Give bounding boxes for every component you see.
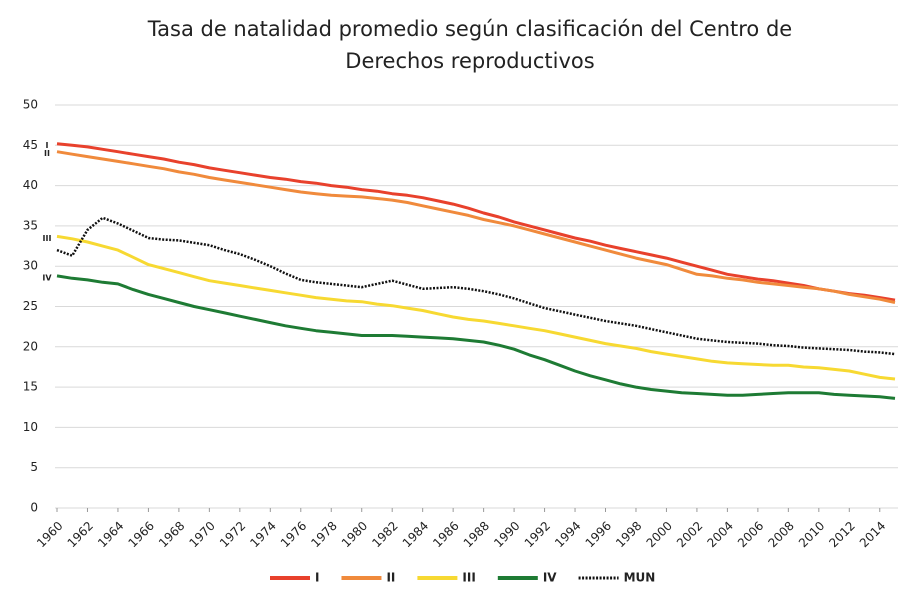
- x-tick-label: 1960: [34, 519, 65, 550]
- x-tick-label: 1966: [126, 519, 157, 550]
- y-tick-label: 35: [23, 218, 38, 232]
- legend-label: I: [315, 571, 319, 585]
- series-line: [56, 216, 896, 356]
- y-tick-label: 15: [23, 380, 38, 394]
- x-tick-label: 1970: [186, 519, 217, 550]
- y-tick-label: 30: [23, 259, 38, 273]
- x-tick-label: 1968: [156, 519, 187, 550]
- x-tick-label: 1982: [369, 519, 400, 550]
- x-tick-label: 1990: [491, 519, 522, 550]
- x-tick-label: 2006: [735, 519, 766, 550]
- x-tick-label: 2002: [674, 519, 705, 550]
- x-tick-label: 1986: [430, 519, 461, 550]
- annotation: I: [46, 141, 49, 150]
- x-tick-label: 1988: [461, 519, 492, 550]
- x-tick-label: 1976: [278, 519, 309, 550]
- x-tick-label: 2000: [644, 519, 675, 550]
- y-tick-label: 10: [23, 420, 38, 434]
- annotation: II: [44, 149, 50, 158]
- x-tick-label: 1992: [522, 519, 553, 550]
- legend-label: MUN: [624, 571, 656, 585]
- x-tick-label: 1980: [339, 519, 370, 550]
- x-tick-label: 1978: [308, 519, 339, 550]
- series-line: [56, 150, 896, 304]
- x-tick-label: 1984: [400, 519, 431, 550]
- x-tick-label: 1998: [613, 519, 644, 550]
- x-tick-label: 1994: [552, 519, 583, 550]
- y-tick-label: 20: [23, 339, 38, 353]
- x-tick-label: 2012: [826, 519, 857, 550]
- annotation: III: [43, 234, 52, 243]
- chart-title: Derechos reproductivos: [345, 49, 594, 73]
- y-tick-label: 45: [23, 138, 38, 152]
- x-tick-label: 1964: [95, 519, 126, 550]
- y-tick-label: 25: [23, 299, 38, 313]
- y-tick-label: 0: [30, 501, 38, 515]
- series-line: [56, 234, 896, 381]
- x-tick-label: 1962: [65, 519, 96, 550]
- annotation: IV: [42, 273, 52, 282]
- x-tick-label: 2004: [704, 519, 735, 550]
- y-tick-label: 5: [30, 460, 38, 474]
- chart-title: Tasa de natalidad promedio según clasifi…: [147, 17, 792, 41]
- x-tick-label: 2014: [857, 519, 888, 550]
- y-tick-label: 50: [23, 98, 38, 112]
- legend-label: III: [462, 571, 475, 585]
- x-tick-label: 1996: [583, 519, 614, 550]
- legend-label: IV: [543, 571, 557, 585]
- x-tick-label: 2008: [765, 519, 796, 550]
- y-tick-label: 40: [23, 178, 38, 192]
- legend-label: II: [386, 571, 395, 585]
- series-line: [56, 274, 896, 400]
- x-tick-label: 1974: [247, 519, 278, 550]
- series-line: [56, 142, 896, 302]
- x-tick-label: 1972: [217, 519, 248, 550]
- x-tick-label: 2010: [796, 519, 827, 550]
